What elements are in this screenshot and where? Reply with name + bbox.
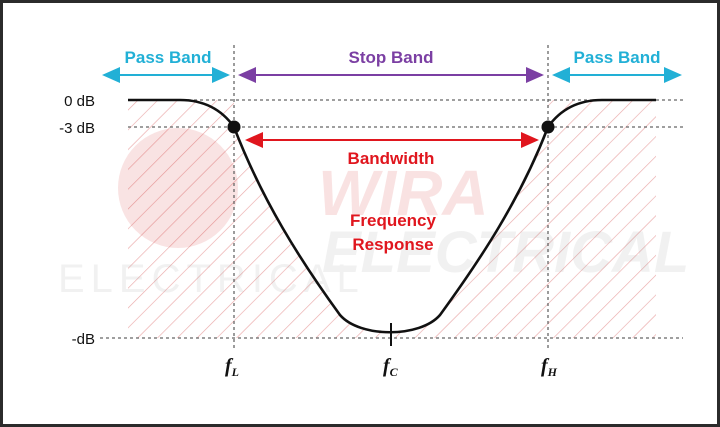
bandwidth-label: Bandwidth	[348, 149, 435, 168]
watermark-line2: ELECTRICAL	[322, 220, 689, 285]
watermark-logo	[118, 128, 238, 248]
frequency-response-label-line2: Response	[352, 235, 433, 254]
hatch-right-pass	[548, 100, 656, 338]
fl-cutoff-point	[227, 120, 241, 134]
label-0db: 0 dB	[64, 93, 95, 110]
stop-band-label: Stop Band	[349, 48, 434, 67]
fc-label: fC	[383, 355, 399, 379]
frequency-response-label-line1: Frequency	[350, 211, 437, 230]
left-pass-band-label: Pass Band	[125, 48, 212, 67]
watermark-line2-left: ELECTRICAL	[58, 257, 365, 301]
fl-label: fL	[225, 355, 239, 379]
right-pass-band-label: Pass Band	[574, 48, 661, 67]
hatch-under-curve	[234, 127, 548, 338]
watermark: WIRA ELECTRICAL ELECTRICAL	[58, 128, 689, 301]
watermark-line1: WIRA	[318, 157, 489, 229]
fh-cutoff-point	[541, 120, 555, 134]
label-minus3db: -3 dB	[59, 120, 95, 137]
hatch-left-pass	[128, 100, 234, 338]
label-min-db: -dB	[72, 331, 95, 348]
fh-label: fH	[541, 355, 558, 379]
